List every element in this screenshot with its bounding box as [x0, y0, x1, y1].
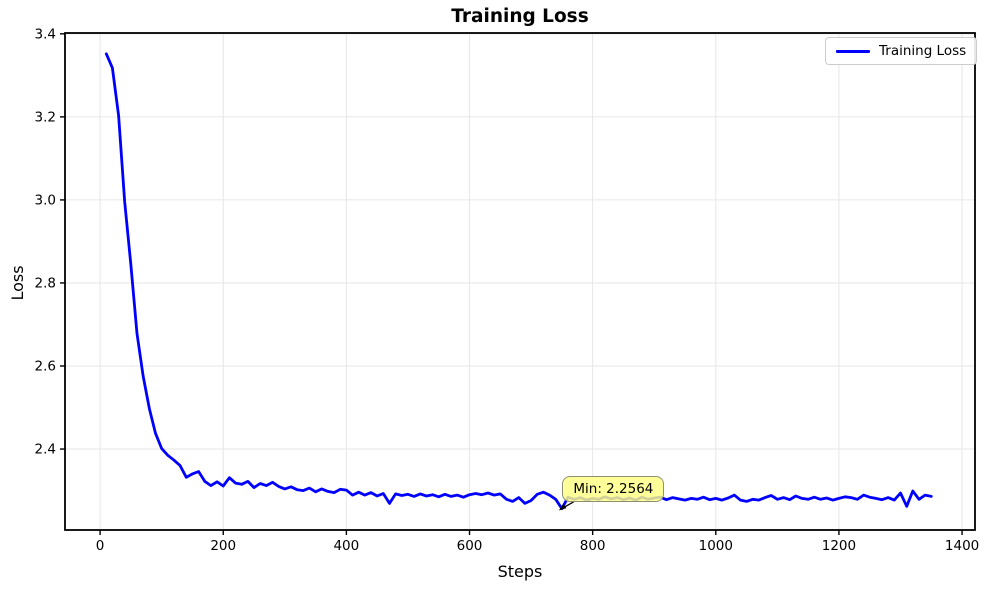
y-tick-label: 2.4	[35, 442, 56, 458]
x-tick-label: 800	[580, 538, 606, 554]
y-tick-label: 3.0	[35, 192, 56, 208]
legend-label: Training Loss	[879, 43, 967, 59]
x-tick-label: 600	[457, 538, 483, 554]
axes-spines	[64, 32, 976, 531]
y-tick-label: 3.2	[35, 109, 56, 125]
annotation-arrow-head	[558, 503, 567, 511]
x-axis-label: Steps	[497, 562, 543, 581]
y-tick-label: 3.4	[35, 26, 56, 42]
x-tick-label: 0	[96, 538, 105, 554]
x-tick-label: 200	[210, 538, 236, 554]
x-tick-label: 1000	[699, 538, 733, 554]
y-tick-label: 2.8	[35, 275, 56, 291]
x-tick-label: 1400	[945, 538, 979, 554]
training-loss-line	[104, 52, 933, 511]
chart-title: Training Loss	[451, 6, 589, 27]
x-tick-label: 400	[333, 538, 359, 554]
x-tick-label: 1200	[822, 538, 856, 554]
y-axis-label: Loss	[8, 265, 27, 301]
legend-line-sample	[836, 49, 870, 53]
legend: Training Loss	[825, 37, 978, 65]
y-tick-label: 2.6	[35, 358, 56, 374]
min-loss-annotation: Min: 2.2564	[562, 476, 665, 503]
